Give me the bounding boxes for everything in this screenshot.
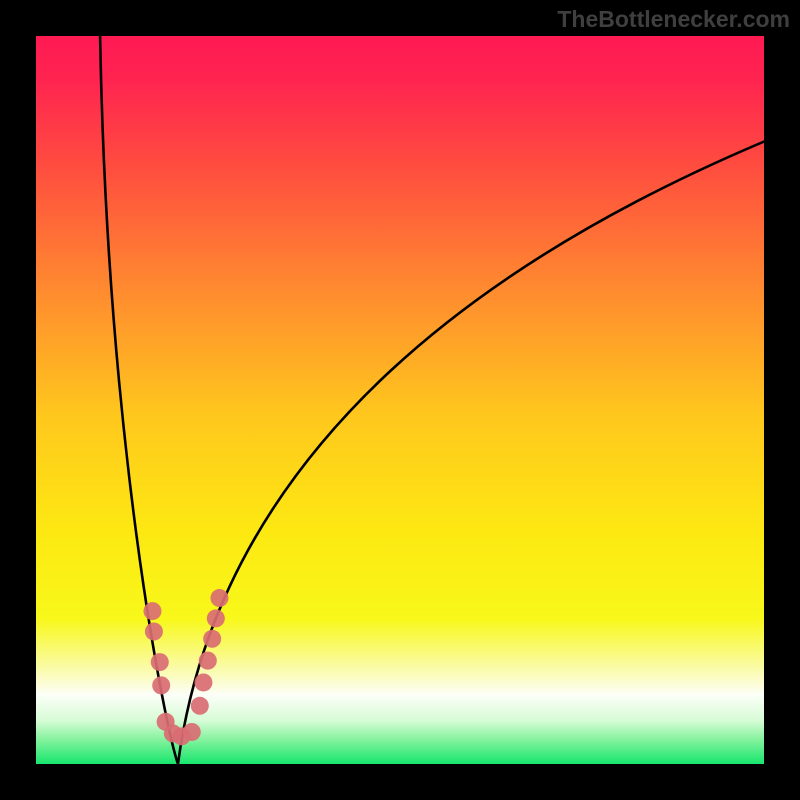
data-marker	[207, 609, 225, 627]
data-marker	[151, 653, 169, 671]
site-watermark: TheBottlenecker.com	[557, 6, 790, 33]
bottleneck-chart	[0, 0, 800, 800]
data-marker	[152, 676, 170, 694]
data-marker	[143, 602, 161, 620]
data-marker	[191, 697, 209, 715]
plot-area	[36, 36, 764, 764]
data-marker	[203, 630, 221, 648]
data-marker	[145, 623, 163, 641]
data-marker	[183, 723, 201, 741]
data-marker	[199, 652, 217, 670]
data-marker	[194, 673, 212, 691]
data-marker	[210, 589, 228, 607]
chart-frame: TheBottlenecker.com	[0, 0, 800, 800]
